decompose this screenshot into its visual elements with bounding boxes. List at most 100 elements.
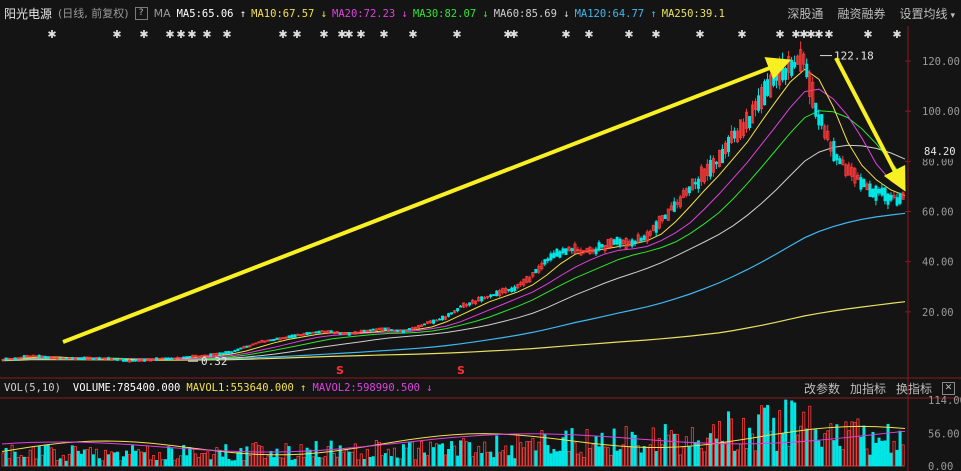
volume-bar: [787, 446, 791, 467]
candle-body: [600, 244, 604, 248]
candle-body: [82, 356, 86, 360]
candle-body: [675, 202, 679, 205]
add-indicator-button[interactable]: 加指标: [849, 381, 886, 396]
volume-bar: [46, 444, 50, 467]
candle-body: [438, 318, 442, 321]
volume-bar: [404, 447, 408, 467]
ma-label: MA: [153, 6, 171, 20]
volume-bar: [70, 445, 74, 467]
volume-bar: [7, 458, 11, 467]
candle-body: [426, 321, 430, 324]
volume-bar: [456, 455, 460, 467]
margin-trading-button[interactable]: 融资融券: [837, 6, 886, 21]
candle-body: [480, 296, 484, 302]
candle-body: [326, 330, 330, 333]
vol-tick-label-2: 0.00: [928, 461, 953, 471]
volume-bar: [335, 456, 339, 467]
candle-body: [510, 287, 514, 292]
candle-body: [733, 130, 737, 139]
volume-bar: [275, 448, 279, 467]
candle-body: [236, 348, 240, 352]
volume-bar: [245, 446, 249, 467]
volume-bar: [501, 450, 505, 467]
candle-body: [401, 329, 405, 334]
mavol1-text: MAVOL1:553640.000: [186, 382, 294, 394]
candle-body: [630, 239, 634, 247]
candle-body: [155, 357, 159, 361]
candle-body: [43, 355, 47, 359]
candle-body: [618, 238, 622, 247]
volume-bar: [757, 414, 761, 467]
event-marker: ✱: [503, 28, 512, 41]
volume-bar: [64, 460, 68, 467]
candle-body: [871, 188, 875, 198]
candle-body: [504, 287, 508, 294]
event-marker: ✱: [892, 28, 901, 41]
candle-body: [100, 357, 104, 360]
volume-bar: [823, 433, 827, 467]
help-button[interactable]: ?: [134, 6, 148, 20]
event-marker: ✱: [775, 28, 784, 41]
candle-body: [748, 116, 752, 129]
close-icon[interactable]: ✕: [942, 381, 955, 395]
candle-body: [760, 87, 764, 110]
stock-symbol[interactable]: 阳光电源: [4, 6, 53, 21]
candle-body: [221, 352, 225, 355]
candle-body: [525, 276, 529, 283]
volume-bar: [639, 452, 643, 467]
volume-bar: [886, 423, 890, 467]
candle-body: [395, 329, 399, 332]
volume-bar: [519, 442, 523, 467]
volume-bar: [248, 454, 252, 467]
volume-indicator-label[interactable]: VOL(5,10): [4, 382, 61, 394]
candle-body: [492, 294, 496, 296]
candle-body: [684, 188, 688, 196]
edit-params-button[interactable]: 改参数: [803, 381, 840, 396]
volume-bar: [290, 459, 294, 467]
volume-bar: [579, 451, 583, 467]
candle-body: [227, 350, 231, 354]
candle-body: [79, 357, 83, 360]
switch-indicator-button[interactable]: 换指标: [895, 381, 932, 396]
candle-body: [639, 237, 643, 242]
volume-bar: [179, 455, 183, 467]
volume-bar: [438, 444, 442, 467]
volume-bar: [537, 441, 541, 467]
volume-bar: [841, 449, 845, 467]
candle-body: [398, 329, 402, 333]
volume-bar: [197, 456, 201, 467]
candle-body: [576, 248, 580, 252]
event-marker: ✱: [863, 28, 872, 41]
candle-body: [717, 150, 721, 167]
volume-bar: [356, 459, 360, 467]
candle-body: [377, 327, 381, 330]
volume-bar: [856, 418, 860, 467]
candle-body: [654, 221, 658, 233]
candle-body: [555, 248, 559, 257]
volume-bar: [582, 456, 586, 467]
volume-bar: [483, 441, 487, 467]
header-buttons: 深股通 融资融券 设置均线 ▾: [773, 0, 955, 26]
volume-bar: [106, 454, 110, 467]
current-price-box: [910, 142, 960, 159]
candle-body: [173, 357, 177, 360]
event-marker: ✱: [408, 28, 417, 41]
volume-bar: [609, 454, 613, 467]
volume-bar: [453, 445, 457, 467]
y-tick-label-5: 20.00: [922, 307, 954, 319]
candle-body: [115, 359, 119, 361]
shenzhen-connect-button[interactable]: 深股通: [787, 6, 824, 21]
volume-bar: [374, 439, 378, 467]
period-label[interactable]: (日线, 前复权): [58, 7, 129, 20]
candle-body: [594, 248, 598, 255]
candle-body: [832, 140, 836, 162]
chart-canvas[interactable]: 120.00 100.00 80.00 60.00 40.00 20.00 114.00 56…: [0, 26, 961, 471]
candle-body: [10, 358, 14, 360]
candle-body: [781, 58, 785, 81]
volume-bar: [22, 456, 26, 467]
ma-settings-button[interactable]: 设置均线 ▾: [899, 5, 955, 22]
volume-bar: [594, 436, 598, 467]
ma-item-1: MA10:67.57 ↓: [251, 7, 328, 20]
candle-body: [708, 159, 712, 177]
candle-body: [859, 177, 863, 190]
